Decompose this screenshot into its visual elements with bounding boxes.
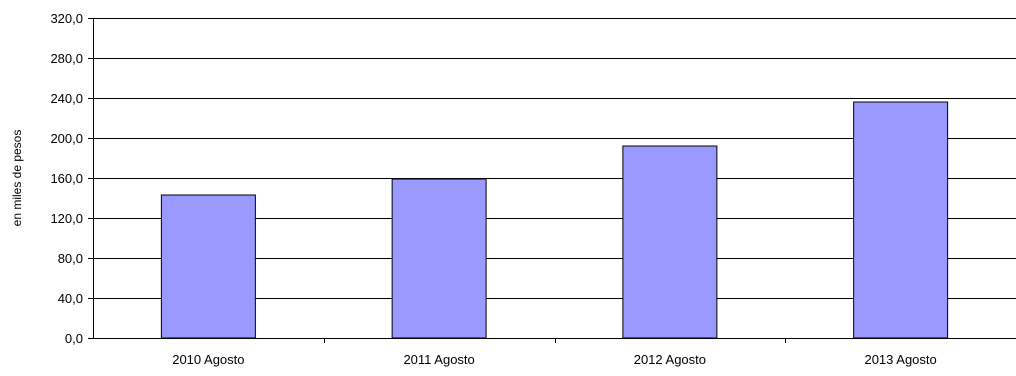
axis-layer: 0,0 40,0 80,0 120,0 160,0 200,0 240,0 280,0 320,… <box>50 11 1016 367</box>
bar <box>622 145 718 339</box>
y-tick-label: 160,0 <box>50 171 83 186</box>
x-tick-label: 2010 Agosto <box>172 352 244 367</box>
y-tick-label: 0,0 <box>65 331 83 346</box>
bar <box>160 194 256 339</box>
x-tick-label: 2011 Agosto <box>403 352 474 367</box>
y-tick-label: 80,0 <box>58 251 83 266</box>
y-axis-title: en miles de pesos <box>10 130 24 227</box>
y-tick-label: 280,0 <box>50 51 83 66</box>
y-tick-label: 320,0 <box>50 11 83 26</box>
x-tick-label: 2012 Agosto <box>634 352 706 367</box>
bar <box>391 178 487 339</box>
x-tick-label: 2013 Agosto <box>864 352 936 367</box>
bar <box>853 101 949 339</box>
y-tick-label: 240,0 <box>50 91 83 106</box>
y-tick-label: 40,0 <box>58 291 83 306</box>
y-tick-label: 120,0 <box>50 211 83 226</box>
y-tick-label: 200,0 <box>50 131 83 146</box>
bar-layer <box>160 101 949 339</box>
